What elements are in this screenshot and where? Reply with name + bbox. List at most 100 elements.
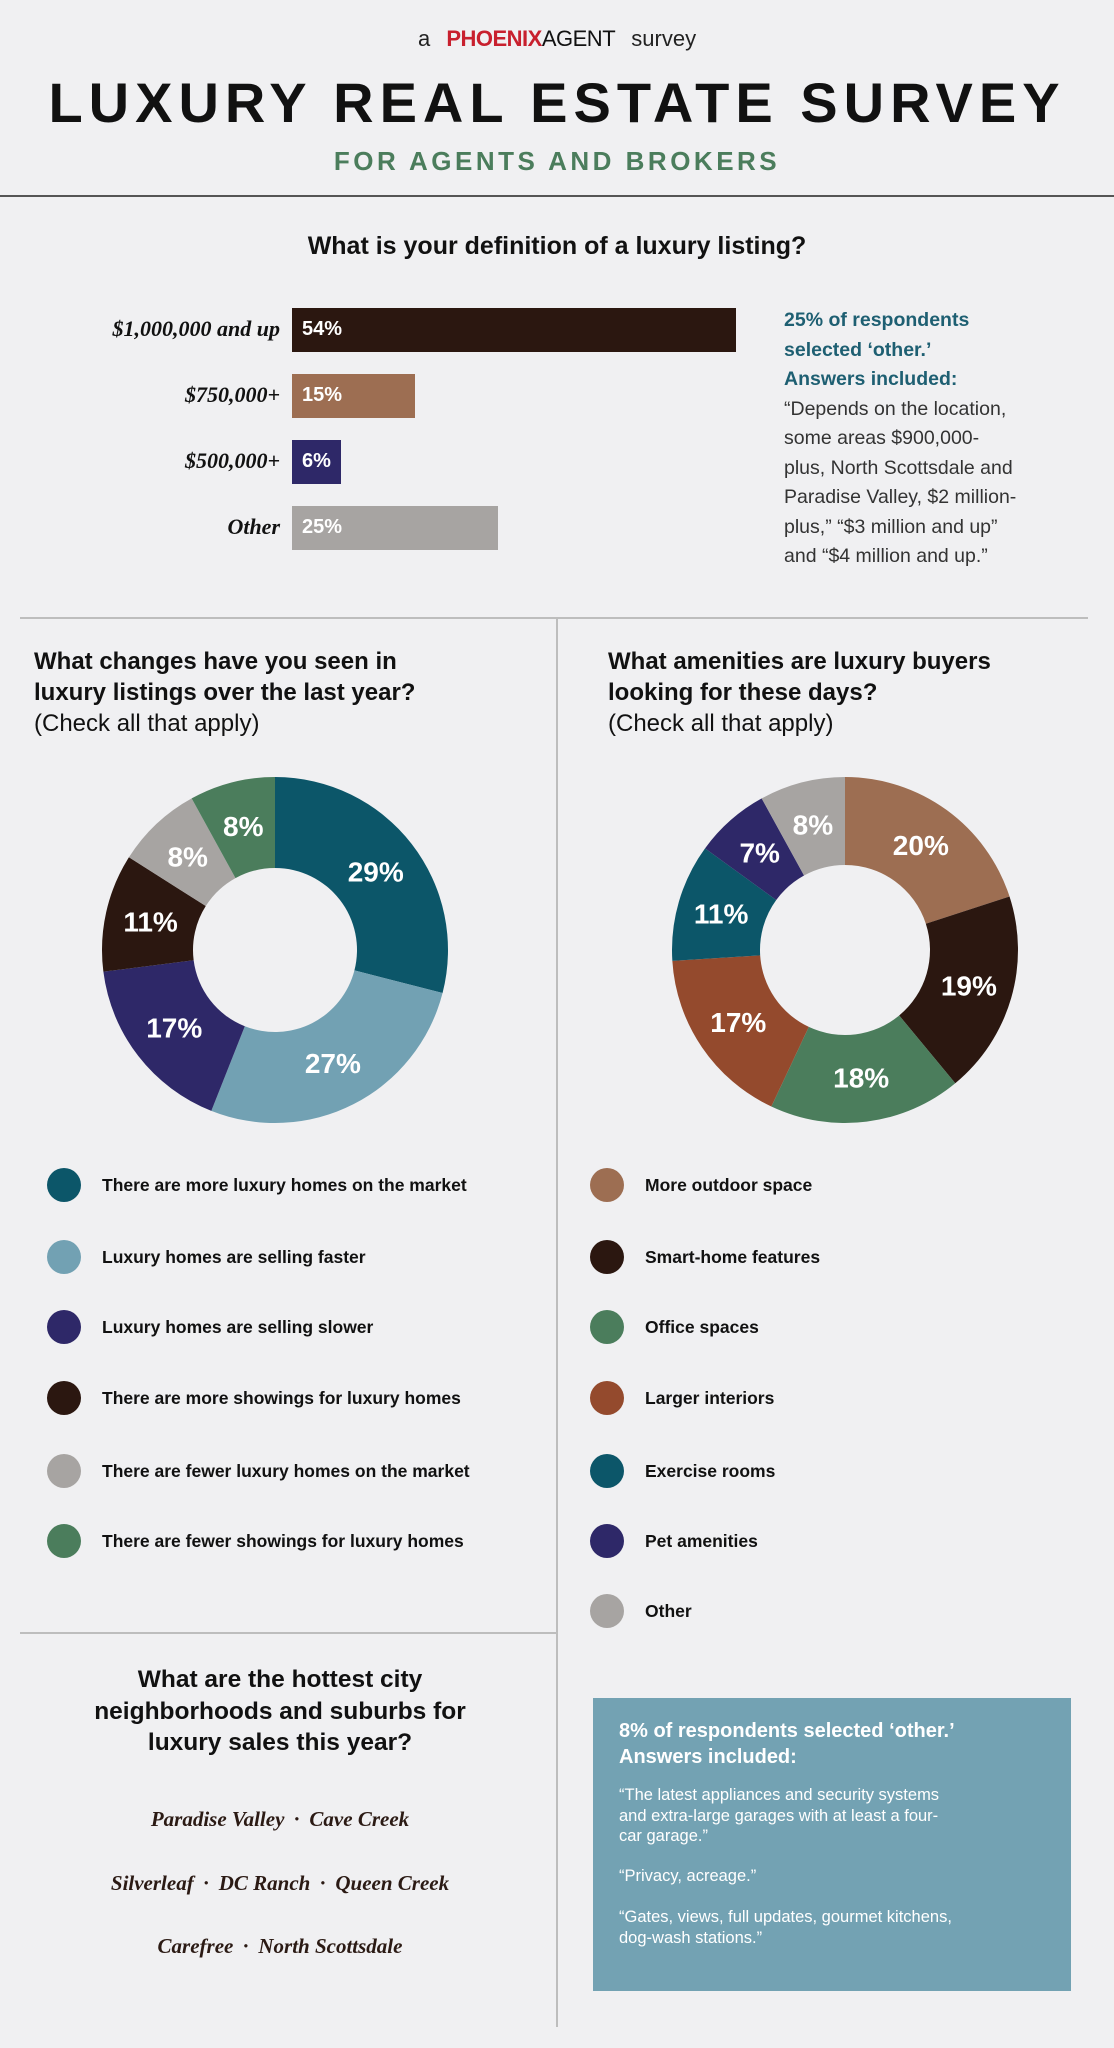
city-line-1: Paradise Valley · Cave Creek — [20, 1807, 540, 1832]
legend-label: There are more luxury homes on the marke… — [102, 1175, 467, 1195]
q4-title-line-2: neighborhoods and suburbs for — [94, 1697, 466, 1725]
city-name: Cave Creek — [309, 1807, 410, 1831]
column-divider — [556, 617, 558, 2027]
donut-value-label: 11% — [123, 907, 178, 938]
bar: 6% — [292, 440, 342, 484]
q1-note-highlight-1: 25% of respondents — [784, 309, 970, 331]
quote-line: “The latest appliances and security syst… — [619, 1786, 940, 1804]
q2-title-line-1: What changes have you seen in — [34, 648, 397, 675]
legend-item: Larger interiors — [590, 1381, 1090, 1417]
legend-swatch — [590, 1168, 624, 1202]
legend-label: There are fewer luxury homes on the mark… — [102, 1461, 470, 1481]
q1-note-highlight-2: selected ‘other.’ — [784, 338, 932, 361]
legend-item: Office spaces — [590, 1310, 1090, 1346]
donut-slice — [761, 777, 845, 876]
donut-value-label: 8% — [793, 810, 834, 841]
brand-line: a PHOENIXAGENT survey — [0, 26, 1114, 52]
legend-swatch — [590, 1594, 624, 1628]
section-divider — [20, 617, 1088, 619]
brand-logo-red: PHOENIX — [446, 26, 542, 51]
q1-other-note: 25% of respondents selected ‘other.’ Ans… — [784, 306, 1084, 572]
bar-category-label: $1,000,000 and up — [112, 316, 280, 341]
other-box-quote-1: “The latest appliances and security syst… — [619, 1785, 1039, 1847]
legend-label: Larger interiors — [645, 1388, 775, 1408]
legend-item: There are fewer luxury homes on the mark… — [47, 1454, 547, 1490]
donut-slice — [899, 896, 1018, 1084]
legend-item: Luxury homes are selling slower — [47, 1310, 547, 1346]
donut-slice — [191, 777, 275, 879]
legend-label: There are more showings for luxury homes — [102, 1388, 461, 1408]
donut-slice — [771, 1015, 956, 1123]
city-name: Carefree — [157, 1934, 234, 1958]
legend-label: More outdoor space — [645, 1175, 813, 1195]
q2-donut-chart: 29% 27% 17% 11% 8% 8% — [102, 777, 448, 1123]
quote-line: “Gates, views, full updates, gourmet kit… — [619, 1908, 952, 1926]
legend-label: Pet amenities — [645, 1531, 758, 1551]
donut-value-label: 29% — [348, 856, 404, 887]
quote-line: car garage.” — [619, 1827, 708, 1845]
q3-other-box: 8% of respondents selected ‘other.’ Answ… — [593, 1698, 1071, 1991]
donut-value-label: 19% — [941, 970, 997, 1001]
bar-value-label: 25% — [302, 516, 343, 538]
city-line-3: Carefree · North Scottsdale — [20, 1934, 540, 1959]
donut-slice — [672, 848, 777, 961]
legend-swatch — [590, 1454, 624, 1488]
q2-subtitle: (Check all that apply) — [34, 710, 260, 737]
city-line-2: Silverleaf · DC Ranch · Queen Creek — [20, 1871, 540, 1896]
q1-note-line-3: plus, North Scottsdale and — [784, 456, 1013, 479]
donut-value-label: 27% — [305, 1048, 361, 1079]
q4-title-line-3: luxury sales this year? — [147, 1729, 413, 1756]
bar-value-label: 54% — [302, 318, 343, 340]
other-box-heading: 8% of respondents selected ‘other.’ Answ… — [619, 1718, 1039, 1770]
bar-category-label: $750,000+ — [184, 382, 280, 407]
legend-label: Exercise rooms — [645, 1461, 776, 1481]
donut-slice — [672, 955, 809, 1107]
donut-value-label: 8% — [223, 811, 264, 842]
donut-slice — [102, 857, 206, 972]
other-box-quote-2: “Privacy, acreage.” — [619, 1866, 1039, 1887]
bar-value-label: 15% — [302, 384, 343, 406]
donut-slice — [705, 798, 805, 901]
legend-item: Luxury homes are selling faster — [47, 1240, 547, 1276]
bar-value-label: 6% — [302, 450, 331, 472]
legend-swatch — [47, 1168, 81, 1202]
brand-post: survey — [631, 26, 697, 51]
donut-value-label: 17% — [146, 1013, 202, 1044]
city-separator: · — [202, 1871, 210, 1895]
legend-item: Pet amenities — [590, 1524, 1090, 1560]
q3-donut-chart: 20% 19% 18% 17% 11% 7% 8% — [672, 777, 1018, 1123]
legend-item: There are more luxury homes on the marke… — [47, 1168, 547, 1204]
donut-value-label: 7% — [739, 838, 780, 869]
q2-title-line-2: luxury listings over the last year? — [34, 679, 416, 706]
city-name: Queen Creek — [335, 1871, 450, 1895]
page-title: LUXURY REAL ESTATE SURVEY — [48, 71, 1066, 134]
legend-item: Smart-home features — [590, 1240, 1090, 1276]
q1-title: What is your definition of a luxury list… — [307, 232, 807, 260]
bar-category-label: $500,000+ — [184, 448, 280, 473]
legend-swatch — [47, 1381, 81, 1415]
city-separator: · — [293, 1807, 301, 1831]
q1-note-line-1: “Depends on the location, — [784, 397, 1007, 420]
donut-value-label: 8% — [167, 842, 208, 873]
city-separator: · — [242, 1934, 250, 1958]
legend-swatch — [590, 1310, 624, 1344]
donut-slice — [211, 970, 443, 1123]
legend-item: More outdoor space — [590, 1168, 1090, 1204]
quote-line: and extra-large garages with at least a … — [619, 1806, 939, 1825]
legend-item: There are more showings for luxury homes — [47, 1381, 547, 1417]
other-box-head-line-1: 8% of respondents selected ‘other.’ — [619, 1720, 955, 1742]
page-subtitle: FOR AGENTS AND BROKERS — [333, 146, 781, 176]
q1-note-line-6: and “$4 million and up.” — [784, 545, 988, 567]
legend-label: Luxury homes are selling slower — [102, 1317, 374, 1337]
legend-label: Office spaces — [645, 1317, 759, 1337]
legend-swatch — [47, 1454, 81, 1488]
other-box-quote-3: “Gates, views, full updates, gourmet kit… — [619, 1907, 1039, 1948]
brand-logo-black: AGENT — [541, 26, 616, 51]
q2-heading: What changes have you seen in luxury lis… — [34, 646, 534, 739]
bar: 54% — [292, 308, 737, 352]
bar: 15% — [292, 374, 416, 418]
city-name: Paradise Valley — [150, 1807, 285, 1831]
q3-title-line-1: What amenities are luxury buyers — [608, 648, 991, 675]
legend-label: Luxury homes are selling faster — [102, 1247, 366, 1267]
donut-slice — [103, 960, 245, 1111]
